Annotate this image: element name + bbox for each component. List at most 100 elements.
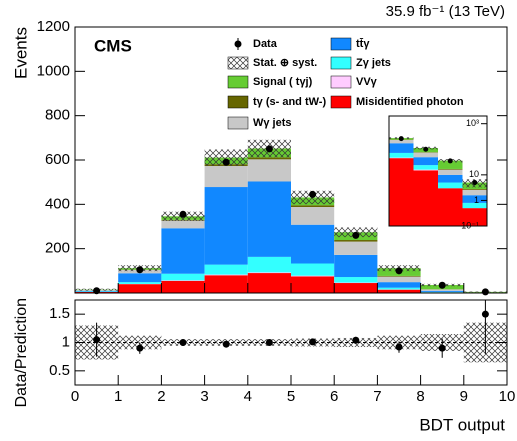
stack-segment (247, 256, 291, 273)
x-tick-label: 3 (200, 388, 208, 405)
inset-segment (389, 152, 414, 158)
inset-frame (388, 115, 488, 227)
inset-data-point (423, 146, 429, 152)
x-tick-label: 1 (114, 388, 122, 405)
data-point (395, 267, 403, 275)
y-tick-label: 200 (45, 240, 70, 257)
y-axis-title: Events (11, 27, 30, 79)
inset-segment (389, 143, 414, 153)
stack-segment (204, 187, 248, 265)
x-tick-label: 10 (499, 388, 516, 405)
inset-segment (413, 157, 438, 166)
inset-tick-label: 10 (469, 169, 479, 179)
ratio-point (136, 344, 144, 352)
stack-segment (291, 206, 335, 225)
inset-segment (389, 139, 414, 144)
inset-segment (438, 160, 463, 169)
inset-tick-label: 10³ (466, 118, 479, 128)
legend-label: Misidentified photon (356, 96, 464, 108)
stack-segment (334, 241, 378, 255)
data-point (481, 288, 489, 296)
data-point (179, 210, 187, 218)
inset-segment (413, 165, 438, 170)
stack-segment (161, 228, 205, 274)
stack-segment (334, 254, 378, 278)
ratio-point (438, 344, 446, 352)
x-axis-title: BDT output (419, 415, 505, 434)
legend-swatch (330, 75, 352, 89)
inset-segment (462, 195, 487, 203)
legend-swatch (227, 95, 249, 109)
stack-segment (204, 274, 248, 276)
x-tick-label: 4 (244, 388, 252, 405)
stack-segment (118, 273, 162, 283)
legend-label: tt̄γ (356, 38, 370, 50)
x-tick-label: 7 (373, 388, 381, 405)
legend-swatch (227, 116, 249, 130)
stack-segment (377, 275, 421, 277)
inset-segment (438, 168, 463, 170)
y-tick-label: 400 (45, 195, 70, 212)
stack-segment (247, 272, 291, 274)
stack-segment (420, 289, 464, 291)
stack-segment (204, 264, 248, 275)
inset-segment (462, 208, 487, 226)
data-point (309, 190, 317, 198)
x-tick-label: 6 (330, 388, 338, 405)
legend-label: VVγ (356, 76, 378, 88)
stack-segment (377, 287, 421, 290)
stack-segment (334, 240, 378, 242)
inset-data-point (398, 136, 404, 142)
inset-segment (438, 188, 463, 226)
stack-segment (291, 205, 335, 207)
legend-swatch (227, 56, 249, 70)
stack-segment (334, 283, 378, 293)
stack-segment (161, 280, 205, 293)
inset-data-point (472, 180, 478, 186)
inset-segment (462, 188, 487, 190)
inset-segment (438, 169, 463, 175)
ratio-point (93, 336, 101, 344)
x-tick-label: 2 (157, 388, 165, 405)
lumi: 35.9 fb⁻¹ (13 TeV) (386, 3, 505, 20)
y-tick-label: 1200 (37, 18, 70, 35)
stack-segment (291, 263, 335, 276)
stack-segment (377, 289, 421, 293)
experiment-label: CMS (94, 36, 132, 55)
ratio-axis-title: Data/Prediction (13, 298, 30, 407)
inset-segment (438, 182, 463, 189)
y-tick-label: 1000 (37, 62, 70, 79)
legend-swatch (330, 37, 352, 51)
ratio-point (352, 336, 360, 344)
legend-label: Zγ jets (356, 57, 391, 69)
ratio-point (309, 338, 317, 346)
legend-swatch (227, 75, 249, 89)
inset-segment (413, 152, 438, 158)
data-point (136, 266, 144, 274)
stack-segment (118, 282, 162, 284)
x-tick-label: 5 (287, 388, 295, 405)
legend-label: Data (253, 38, 278, 50)
stack-segment (204, 275, 248, 293)
x-tick-label: 9 (460, 388, 468, 405)
uncertainty-band (204, 149, 248, 166)
ratio-tick-label: 1.5 (49, 305, 70, 322)
inset-segment (462, 202, 487, 209)
inset-tick-label: 1 (474, 195, 479, 205)
y-tick-label: 600 (45, 151, 70, 168)
inset-segment (413, 169, 438, 171)
inset-tick-label: 10⁻¹ (461, 220, 479, 230)
stack-segment (247, 157, 291, 160)
legend-label: Signal ( tγj) (253, 76, 313, 88)
stack-segment (420, 290, 464, 292)
y-tick-label: 800 (45, 107, 70, 124)
ratio-point (222, 340, 230, 348)
ratio-tick-label: 1 (62, 333, 70, 350)
legend-label: tγ (s- and tW-) (253, 96, 326, 108)
data-point (438, 281, 446, 289)
x-tick-label: 8 (416, 388, 424, 405)
stack-segment (118, 284, 162, 293)
legend-swatch (330, 56, 352, 70)
inset-segment (462, 189, 487, 196)
